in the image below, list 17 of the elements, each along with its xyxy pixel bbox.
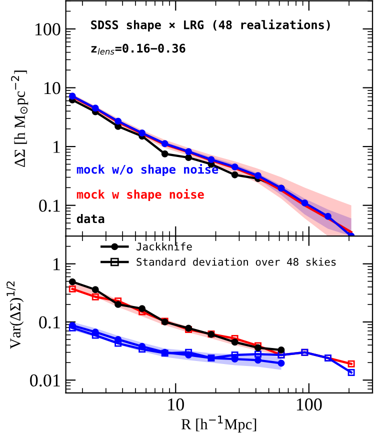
annotation: Standard deviation over 48 skies	[136, 258, 336, 266]
y-tick-label: 1	[54, 140, 60, 153]
y-axis-title: ΔΣ [h M$_{⊙}$pc$^{−2}$]	[11, 70, 28, 167]
y-tick-label: 10	[44, 82, 60, 94]
x-axis-title: R [h$^{−1}$Mpc]	[181, 416, 256, 433]
series-label: mock w/o shape noise	[76, 164, 218, 176]
y-tick-label: 0.1	[39, 316, 60, 328]
annotation: z$_{lens}$=0.16−0.36	[91, 44, 186, 55]
text: data	[76, 214, 104, 224]
y-tick-label: 100	[35, 23, 60, 36]
text: mock w shape noise	[76, 189, 204, 202]
legend-label: Jackknife	[136, 242, 192, 250]
annotation: SDSS shape × LRG (48 realizations)	[91, 20, 330, 32]
y-tick-label: 1	[54, 258, 60, 270]
y-tick-label: 0.01	[30, 374, 60, 387]
y-axis-title: Var(ΔΣ)$^{1/2}$	[6, 281, 24, 349]
y-tick-label: 0.1	[39, 200, 60, 212]
